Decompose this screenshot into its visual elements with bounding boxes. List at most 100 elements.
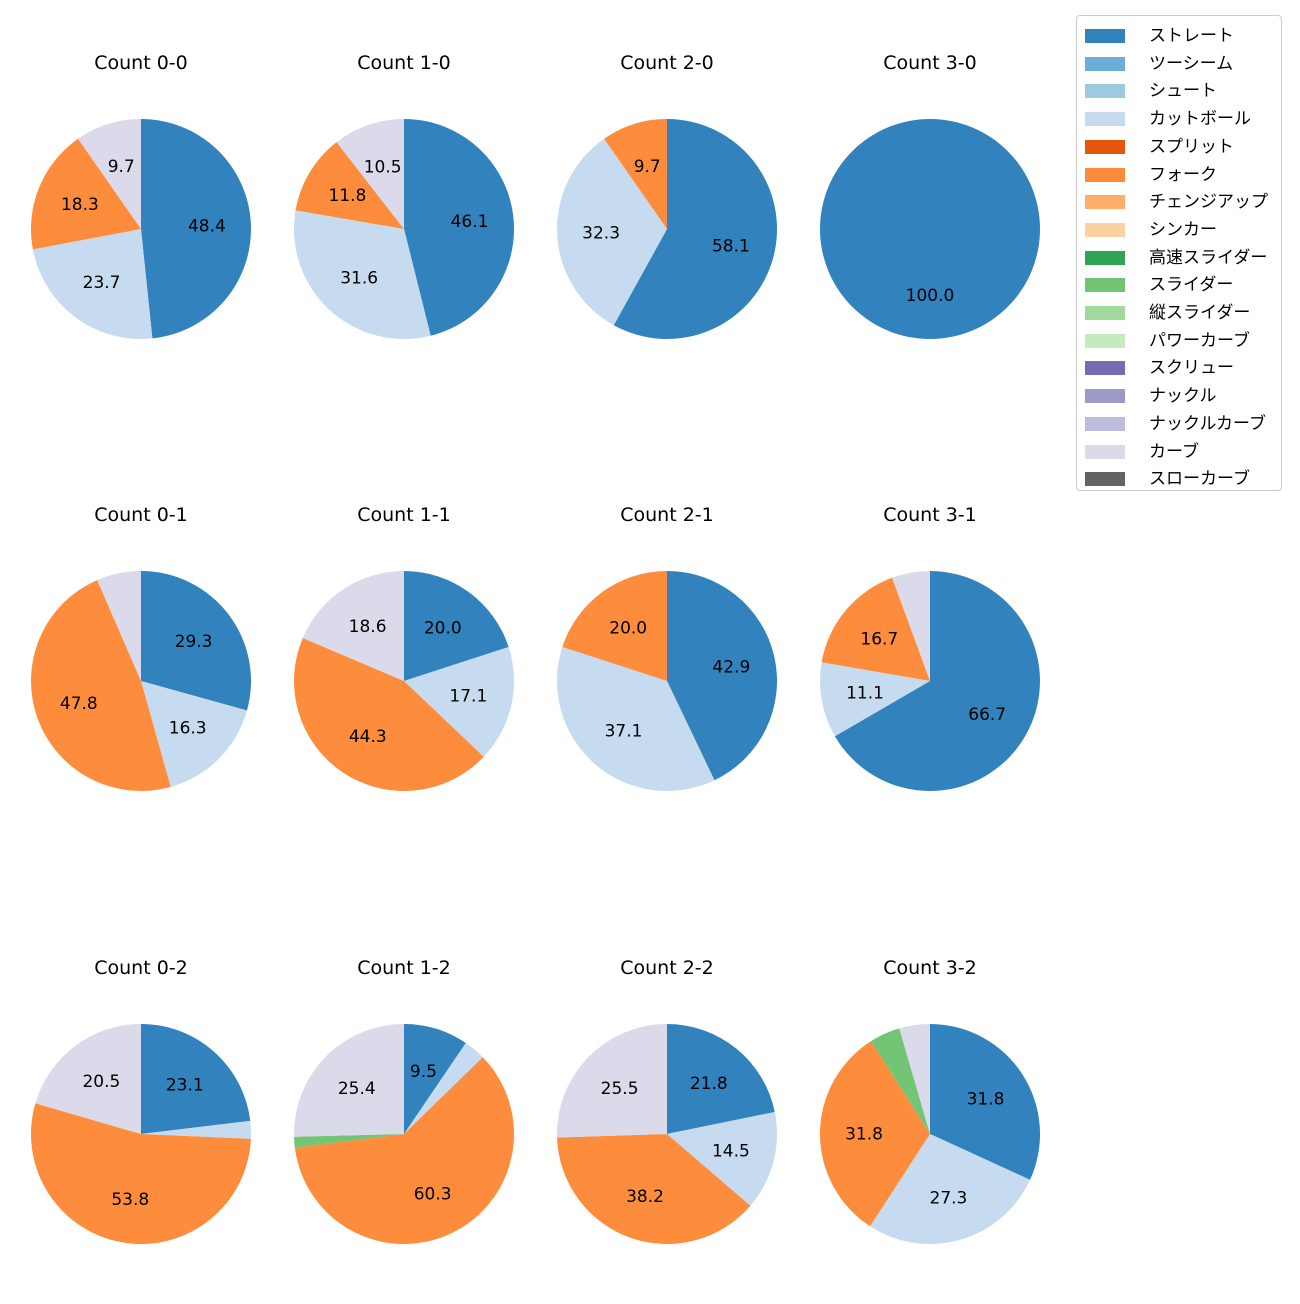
legend-label: 高速スライダー bbox=[1149, 247, 1268, 268]
slice-label: 9.5 bbox=[410, 1062, 437, 1082]
slice-label: 20.5 bbox=[82, 1072, 120, 1092]
pie-slice bbox=[557, 138, 667, 326]
pie-slice bbox=[404, 571, 509, 681]
slice-label: 37.1 bbox=[605, 722, 643, 742]
pie-slice bbox=[294, 1134, 404, 1148]
legend-label: ナックルカーブ bbox=[1149, 413, 1266, 434]
legend-label: スライダー bbox=[1149, 275, 1234, 296]
slice-label: 32.3 bbox=[582, 223, 620, 243]
legend-swatch bbox=[1085, 416, 1125, 431]
pie-slice bbox=[97, 571, 141, 681]
legend-swatch bbox=[1085, 444, 1125, 459]
pie-chart: Count 2-2 21.8 14.5 38.2 25.5 bbox=[556, 957, 778, 1244]
legend-swatch bbox=[1085, 84, 1125, 99]
slice-label: 29.3 bbox=[175, 632, 213, 652]
legend-label: 縦スライダー bbox=[1149, 303, 1251, 323]
slice-label: 25.5 bbox=[601, 1079, 639, 1099]
legend-swatch bbox=[1085, 139, 1125, 154]
pie-chart: Count 1-2 9.5 60.3 25.4 bbox=[294, 957, 514, 1244]
pie-slice bbox=[562, 571, 667, 681]
legend-swatch bbox=[1085, 389, 1125, 404]
slice-label: 46.1 bbox=[451, 212, 489, 232]
legend-swatch bbox=[1085, 306, 1125, 320]
pie-slice bbox=[141, 119, 251, 339]
legend-swatch bbox=[1085, 278, 1125, 293]
pie-slice bbox=[667, 571, 777, 781]
slice-label: 21.8 bbox=[690, 1074, 728, 1094]
slice-label: 31.8 bbox=[845, 1125, 883, 1145]
legend-swatch bbox=[1085, 56, 1125, 71]
pie-title: Count 3-1 bbox=[883, 504, 977, 526]
slice-label: 58.1 bbox=[712, 236, 750, 256]
slice-label: 16.7 bbox=[860, 630, 898, 650]
pie-slice bbox=[930, 1024, 1040, 1180]
legend-swatch bbox=[1085, 195, 1125, 210]
pie-slice bbox=[404, 1043, 483, 1134]
slice-label: 25.4 bbox=[338, 1079, 376, 1099]
slice-label: 27.3 bbox=[930, 1188, 968, 1208]
legend-swatch bbox=[1085, 112, 1125, 127]
legend-label: カーブ bbox=[1149, 441, 1199, 462]
slice-label: 23.7 bbox=[83, 273, 121, 293]
pie-slice bbox=[141, 1120, 251, 1139]
slice-label: 9.7 bbox=[108, 157, 135, 177]
legend: ストレート ツーシーム シュート カットボール スプリット フォーク チェンジアップ シンカー… bbox=[1076, 15, 1282, 491]
pie-slice bbox=[667, 1024, 775, 1134]
pie-chart: Count 0-0 48.4 23.7 18.3 9.7 bbox=[30, 52, 251, 339]
legend-swatch bbox=[1085, 29, 1125, 43]
slice-label: 47.8 bbox=[60, 694, 98, 714]
slice-label: 48.4 bbox=[188, 217, 226, 237]
pie-slice bbox=[834, 571, 1040, 791]
slice-label: 18.6 bbox=[349, 617, 387, 637]
slice-label: 14.5 bbox=[712, 1142, 750, 1162]
legend-label: ナックル bbox=[1149, 386, 1217, 407]
pie-slice bbox=[404, 119, 514, 336]
pie-title: Count 0-2 bbox=[94, 957, 188, 979]
legend-swatch bbox=[1085, 333, 1125, 348]
slice-label: 9.7 bbox=[634, 157, 661, 177]
pie-slice bbox=[556, 1024, 667, 1138]
pie-slice bbox=[404, 647, 514, 757]
pie-title: Count 3-0 bbox=[883, 52, 977, 74]
slice-label: 38.2 bbox=[626, 1187, 664, 1207]
pie-chart: Count 0-2 23.1 53.8 20.5 bbox=[30, 957, 251, 1245]
slice-label: 31.6 bbox=[340, 268, 378, 288]
pie-chart: Count 1-1 20.0 17.1 44.3 18.6 bbox=[294, 504, 514, 791]
pie-slice bbox=[404, 1024, 466, 1134]
pie-title: Count 2-2 bbox=[620, 957, 714, 979]
pie-slice bbox=[294, 1057, 514, 1244]
slice-label: 100.0 bbox=[906, 286, 955, 306]
pie-title: Count 2-0 bbox=[620, 52, 714, 74]
pie-slice bbox=[604, 119, 667, 229]
pie-slice bbox=[30, 138, 141, 250]
pie-chart: Count 3-0 100.0 bbox=[820, 52, 1040, 339]
pie-slice bbox=[141, 571, 251, 711]
slice-label: 60.3 bbox=[414, 1184, 452, 1204]
pie-slice bbox=[899, 1024, 930, 1134]
pie-slice bbox=[141, 1024, 251, 1134]
pie-slice bbox=[557, 647, 715, 791]
pie-slice bbox=[667, 1112, 778, 1206]
pie-slice bbox=[820, 1041, 930, 1227]
pie-slice bbox=[892, 571, 930, 681]
pie-slice bbox=[78, 119, 141, 229]
legend-swatch bbox=[1085, 250, 1125, 265]
pie-chart: Count 0-1 29.3 16.3 47.8 bbox=[31, 504, 251, 791]
slice-label: 11.1 bbox=[846, 684, 884, 704]
legend-label: チェンジアップ bbox=[1149, 192, 1268, 213]
pie-slice bbox=[141, 681, 247, 787]
pie-title: Count 1-2 bbox=[357, 957, 451, 979]
slice-label: 20.0 bbox=[424, 619, 462, 639]
slice-label: 23.1 bbox=[166, 1076, 204, 1096]
slice-label: 11.8 bbox=[328, 186, 366, 206]
pie-slice bbox=[35, 1024, 142, 1134]
pie-slice bbox=[294, 637, 484, 791]
pie-title: Count 3-2 bbox=[883, 957, 977, 979]
legend-label: フォーク bbox=[1149, 164, 1217, 185]
pie-slice bbox=[294, 1024, 404, 1137]
pie-chart: Count 3-1 66.7 11.1 16.7 bbox=[820, 504, 1040, 791]
pie-slice bbox=[820, 119, 1040, 339]
pie-chart: Count 2-0 58.1 32.3 9.7 bbox=[557, 52, 777, 339]
pie-title: Count 0-0 bbox=[94, 52, 188, 74]
